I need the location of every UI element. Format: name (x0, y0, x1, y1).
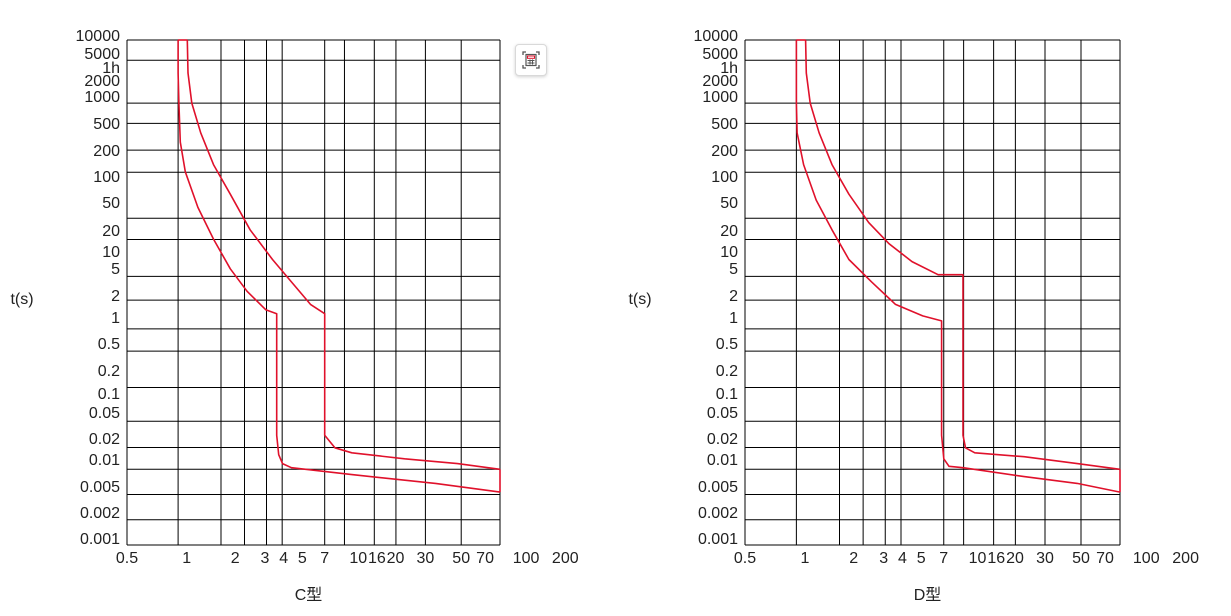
y-tick-label: 50 (102, 195, 120, 212)
y-tick-label: 2000 (702, 73, 738, 90)
y-tick-label: 200 (711, 143, 738, 160)
y-tick-label: 0.01 (707, 452, 738, 469)
calculator-icon (522, 51, 540, 69)
y-tick-label: 0.02 (89, 431, 120, 448)
y-tick-label: 0.001 (80, 531, 120, 548)
x-tick-label: 16 (368, 550, 386, 567)
y-tick-label: 0.05 (89, 405, 120, 422)
y-tick-label: 1000 (84, 89, 120, 106)
x-tick-label: 200 (552, 550, 579, 567)
y-tick-label: 0.01 (89, 452, 120, 469)
y-tick-label: 2 (111, 288, 120, 305)
y-tick-label: 1h (102, 60, 120, 77)
x-tick-label: 0.5 (116, 550, 138, 567)
x-tick-label: 16 (987, 550, 1005, 567)
y-tick-label: 100 (93, 169, 120, 186)
chart-title: C型 (295, 586, 323, 604)
x-tick-label: 0.5 (734, 550, 756, 567)
y-tick-label: 0.5 (98, 336, 120, 353)
y-tick-label: 1000 (702, 89, 738, 106)
x-tick-label: 70 (476, 550, 494, 567)
y-tick-label: 0.002 (698, 505, 738, 522)
y-tick-label: 0.1 (98, 386, 120, 403)
y-tick-label: 0.2 (98, 363, 120, 380)
x-tick-label: 200 (1172, 550, 1199, 567)
x-tick-label: 10 (349, 550, 367, 567)
y-tick-label: 0.05 (707, 405, 738, 422)
y-tick-label: 5 (729, 261, 738, 278)
y-tick-label: 10000 (76, 28, 121, 45)
trip-curve-line (177, 40, 501, 493)
y-tick-label: 1h (720, 60, 738, 77)
y-tick-label: 50 (720, 195, 738, 212)
x-tick-label: 20 (387, 550, 405, 567)
y-tick-label: 1 (729, 310, 738, 327)
x-tick-label: 100 (1133, 550, 1160, 567)
trip-curve-line (804, 39, 1121, 471)
x-tick-label: 10 (969, 550, 987, 567)
y-tick-label: 10 (720, 244, 738, 261)
y-axis-label: t(s) (10, 291, 33, 308)
chart-panel-2: 1000050001h200010005002001005020105210.5… (628, 28, 1199, 604)
y-tick-label: 2 (729, 288, 738, 305)
y-axis-label: t(s) (628, 291, 651, 308)
chart-panel-1: 1000050001h200010005002001005020105210.5… (10, 28, 578, 604)
y-tick-label: 10 (102, 244, 120, 261)
trip-curve-line (186, 39, 501, 471)
x-tick-label: 5 (298, 550, 307, 567)
y-tick-label: 5 (111, 261, 120, 278)
chart-title: D型 (914, 586, 942, 604)
x-tick-label: 3 (879, 550, 888, 567)
y-tick-label: 1 (111, 310, 120, 327)
x-tick-label: 4 (279, 550, 288, 567)
x-tick-label: 50 (1072, 550, 1090, 567)
x-tick-label: 70 (1096, 550, 1114, 567)
x-tick-label: 30 (417, 550, 435, 567)
x-tick-label: 2 (849, 550, 858, 567)
y-tick-label: 0.005 (698, 479, 738, 496)
trip-curve-line (795, 40, 1121, 493)
y-tick-label: 10000 (694, 28, 739, 45)
x-tick-label: 4 (898, 550, 907, 567)
y-tick-label: 0.001 (698, 531, 738, 548)
y-tick-label: 2000 (84, 73, 120, 90)
y-tick-label: 500 (711, 116, 738, 133)
x-tick-label: 2 (231, 550, 240, 567)
calculator-button[interactable] (515, 44, 547, 76)
x-tick-label: 7 (320, 550, 329, 567)
y-tick-label: 0.5 (716, 336, 738, 353)
x-tick-label: 30 (1036, 550, 1054, 567)
y-tick-label: 0.1 (716, 386, 738, 403)
y-tick-label: 200 (93, 143, 120, 160)
y-tick-label: 100 (711, 169, 738, 186)
x-tick-label: 5 (917, 550, 926, 567)
y-tick-label: 20 (720, 223, 738, 240)
x-tick-label: 20 (1006, 550, 1024, 567)
y-tick-label: 5000 (702, 46, 738, 63)
y-tick-label: 500 (93, 116, 120, 133)
y-tick-label: 5000 (84, 46, 120, 63)
x-tick-label: 1 (182, 550, 191, 567)
x-tick-label: 3 (261, 550, 270, 567)
x-tick-label: 100 (513, 550, 540, 567)
y-tick-label: 20 (102, 223, 120, 240)
y-tick-label: 0.02 (707, 431, 738, 448)
x-tick-label: 1 (801, 550, 810, 567)
x-tick-label: 7 (939, 550, 948, 567)
x-tick-label: 50 (452, 550, 470, 567)
y-tick-label: 0.002 (80, 505, 120, 522)
y-tick-label: 0.2 (716, 363, 738, 380)
y-tick-label: 0.005 (80, 479, 120, 496)
